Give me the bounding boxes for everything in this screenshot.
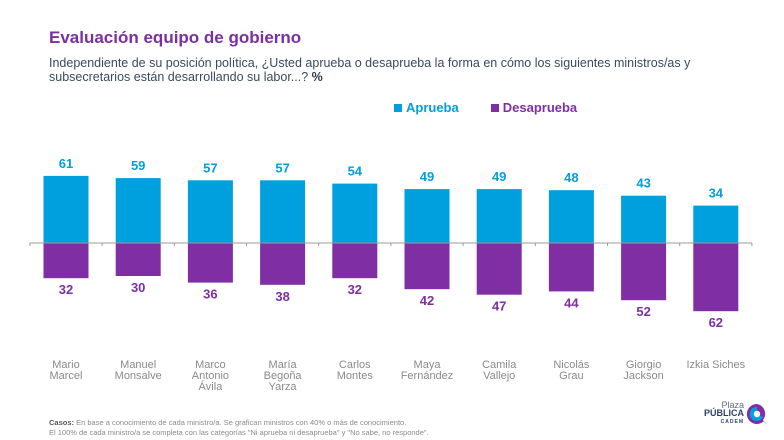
category-label: Camila Vallejo xyxy=(482,359,517,382)
category-label: Manuel Monsalve xyxy=(115,359,162,382)
category-label: Nicolás Grau xyxy=(553,359,590,382)
bar-aprueba xyxy=(476,189,522,243)
data-label-desaprueba: 47 xyxy=(492,299,506,314)
legend-swatch-desaprueba xyxy=(490,103,499,112)
category-label: Marco Antonio Ávila xyxy=(192,359,229,393)
category-label-line: Izkia Siches xyxy=(686,359,745,371)
category-label-line: Montes xyxy=(337,370,374,382)
data-label-desaprueba: 62 xyxy=(709,315,723,330)
legend-swatch-aprueba xyxy=(394,103,402,112)
footnote-line-2: El 100% de cada ministro/a se completa c… xyxy=(49,428,429,437)
data-label-aprueba: 57 xyxy=(203,160,217,175)
data-label-desaprueba: 30 xyxy=(131,280,145,295)
bar-aprueba xyxy=(43,175,89,243)
category-label: Maya Fernández xyxy=(401,359,454,382)
footnote-text-1: En base a conocimiento de cada ministro/… xyxy=(76,418,407,427)
logo-text-cadem: CADEM xyxy=(720,419,744,425)
data-label-aprueba: 54 xyxy=(348,164,363,179)
data-label-desaprueba: 36 xyxy=(203,287,217,302)
bar-aprueba xyxy=(404,189,450,243)
data-label-desaprueba: 32 xyxy=(59,282,73,297)
data-label-desaprueba: 42 xyxy=(420,293,434,308)
category-label-line: María xyxy=(269,359,298,371)
footnote-label: Casos: xyxy=(49,418,75,427)
data-label-desaprueba: 32 xyxy=(348,282,362,297)
category-label: Carlos Montes xyxy=(337,359,374,382)
bar-aprueba xyxy=(693,205,739,243)
category-label-line: Begoña xyxy=(264,370,303,382)
category-label: Giorgio Jackson xyxy=(623,359,663,382)
bar-aprueba xyxy=(187,180,233,243)
bar-aprueba xyxy=(548,190,594,243)
category-label-line: Nicolás xyxy=(553,359,590,371)
category-label-line: Grau xyxy=(559,370,583,382)
category-label-line: Camila xyxy=(482,359,517,371)
legend: Aprueba Desaprueba xyxy=(394,100,577,115)
bar-desaprueba xyxy=(187,243,233,283)
subtitle-text: Independiente de su posición política, ¿… xyxy=(49,56,691,84)
bar-aprueba xyxy=(115,178,161,243)
legend-label-aprueba: Aprueba xyxy=(406,100,459,115)
category-label-line: Monsalve xyxy=(115,370,162,382)
category-label-line: Yarza xyxy=(269,381,298,393)
category-label: Izkia Siches xyxy=(686,359,745,371)
category-label-line: Maya xyxy=(414,359,442,371)
data-label-aprueba: 49 xyxy=(492,169,506,184)
data-label-desaprueba: 44 xyxy=(564,295,579,310)
footnote: Casos: En base a conocimiento de cada mi… xyxy=(49,418,429,438)
bar-desaprueba xyxy=(476,243,522,295)
bar-desaprueba xyxy=(621,243,667,301)
bar-aprueba xyxy=(332,183,378,243)
category-label-line: Marcel xyxy=(49,370,82,382)
category-label-line: Antonio xyxy=(192,370,229,382)
legend-item-desaprueba: Desaprueba xyxy=(490,100,578,115)
legend-item-aprueba: Aprueba xyxy=(394,100,459,115)
bar-desaprueba xyxy=(693,243,739,312)
bar-desaprueba xyxy=(115,243,161,276)
plaza-publica-cadem-logo: Plaza PÚBLICA CADEM xyxy=(700,400,770,432)
category-label-line: Mario xyxy=(52,359,80,371)
bar-aprueba xyxy=(260,180,306,243)
category-label-line: Manuel xyxy=(120,359,156,371)
logo-text-plaza: Plaza xyxy=(721,400,744,410)
category-label-line: Ávila xyxy=(198,380,223,393)
legend-label-desaprueba: Desaprueba xyxy=(502,100,578,115)
data-label-desaprueba: 38 xyxy=(275,289,289,304)
data-label-aprueba: 43 xyxy=(636,176,650,191)
data-label-aprueba: 48 xyxy=(564,170,578,185)
data-label-aprueba: 61 xyxy=(59,156,73,171)
category-label-line: Fernández xyxy=(401,370,454,382)
speech-bubble-logo-icon xyxy=(746,403,767,426)
data-label-aprueba: 49 xyxy=(420,169,434,184)
bar-desaprueba xyxy=(260,243,306,285)
category-label-line: Carlos xyxy=(339,359,371,371)
subtitle-unit: % xyxy=(311,70,323,84)
bar-desaprueba xyxy=(404,243,450,290)
category-label-line: Marco xyxy=(195,359,226,371)
data-label-aprueba: 34 xyxy=(709,186,724,201)
bar-desaprueba xyxy=(548,243,594,292)
category-label-line: Jackson xyxy=(623,370,663,382)
category-label-line: Giorgio xyxy=(626,359,661,371)
chart-title: Evaluación equipo de gobierno xyxy=(49,28,302,47)
category-label: María Begoña Yarza xyxy=(264,359,303,393)
chart-subtitle: Independiente de su posición política, ¿… xyxy=(49,56,749,84)
bar-desaprueba xyxy=(332,243,378,279)
data-label-desaprueba: 52 xyxy=(636,304,650,319)
category-label: Mario Marcel xyxy=(49,359,82,382)
category-label-line: Vallejo xyxy=(483,370,515,382)
logo-text-publica: PÚBLICA xyxy=(704,408,744,418)
data-label-aprueba: 59 xyxy=(131,158,145,173)
data-label-aprueba: 57 xyxy=(275,160,289,175)
footnote-line-1: Casos: En base a conocimiento de cada mi… xyxy=(49,418,429,428)
bar-chart: 61 32 Mario Marcel 59 30 Manuel Monsalve 57 36 Mar… xyxy=(29,156,753,393)
bar-desaprueba xyxy=(43,243,89,279)
bar-aprueba xyxy=(621,195,667,243)
